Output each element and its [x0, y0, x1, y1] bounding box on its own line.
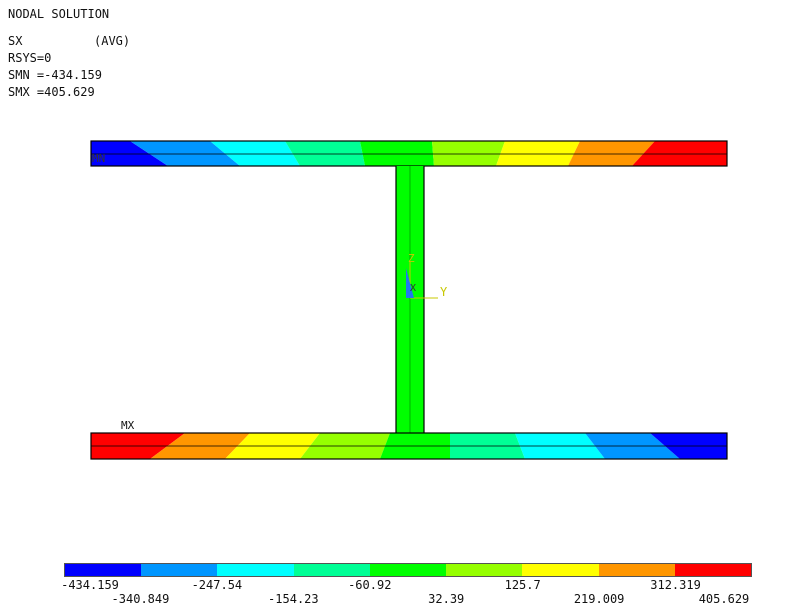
- result-item-label: SX (AVG): [8, 34, 130, 48]
- legend-tick-label: -247.54: [191, 578, 243, 592]
- legend-tick-label: 312.319: [650, 578, 701, 592]
- legend-swatch-1: [65, 564, 142, 576]
- legend-tick-label: -434.159: [61, 578, 119, 592]
- min-marker: MN: [92, 152, 106, 165]
- plot-title: NODAL SOLUTION: [8, 7, 110, 21]
- top-flange: [91, 141, 727, 166]
- top-band-6: [432, 141, 505, 166]
- legend-tick-label: 125.7: [504, 578, 541, 592]
- triad-z-label: Z: [408, 252, 415, 265]
- coordinate-triad: [406, 262, 438, 299]
- legend-tick-label: 405.629: [698, 592, 750, 606]
- top-band-4: [285, 141, 365, 166]
- legend-swatch-3: [217, 564, 294, 576]
- top-band-7: [496, 141, 580, 166]
- legend-tick-label: -154.23: [268, 592, 319, 606]
- color-legend: [64, 563, 752, 577]
- legend-tick-label: -60.92: [348, 578, 392, 592]
- averaging-label: (AVG): [94, 34, 131, 48]
- smn-label: SMN =-434.159: [8, 68, 102, 82]
- legend-swatch-2: [141, 564, 218, 576]
- legend-tick-label: 219.009: [573, 592, 625, 606]
- triad-x-marker: [406, 268, 414, 298]
- top-band-2: [130, 141, 240, 166]
- legend-swatch-4: [293, 564, 370, 576]
- top-band-5: [360, 141, 434, 166]
- result-item: SX: [8, 34, 23, 48]
- legend-tick-label: 32.39: [428, 592, 465, 606]
- triad-x-label: X: [410, 283, 417, 294]
- legend-swatch-5: [369, 564, 447, 576]
- top-band-3: [210, 141, 300, 166]
- legend-swatch-7: [522, 564, 599, 576]
- legend-swatch-6: [446, 564, 523, 576]
- triad-y-label: Y: [440, 285, 448, 299]
- top-band-1: [91, 141, 168, 166]
- smx-label: SMX =405.629: [8, 85, 95, 99]
- top-band-8: [568, 141, 655, 166]
- legend-swatch-8: [598, 564, 675, 576]
- top-band-9: [632, 141, 727, 166]
- legend-swatch-9: [674, 564, 751, 576]
- rsys-label: RSYS=0: [8, 51, 52, 65]
- legend-tick-label: -340.849: [111, 592, 170, 606]
- max-marker: MX: [121, 419, 135, 432]
